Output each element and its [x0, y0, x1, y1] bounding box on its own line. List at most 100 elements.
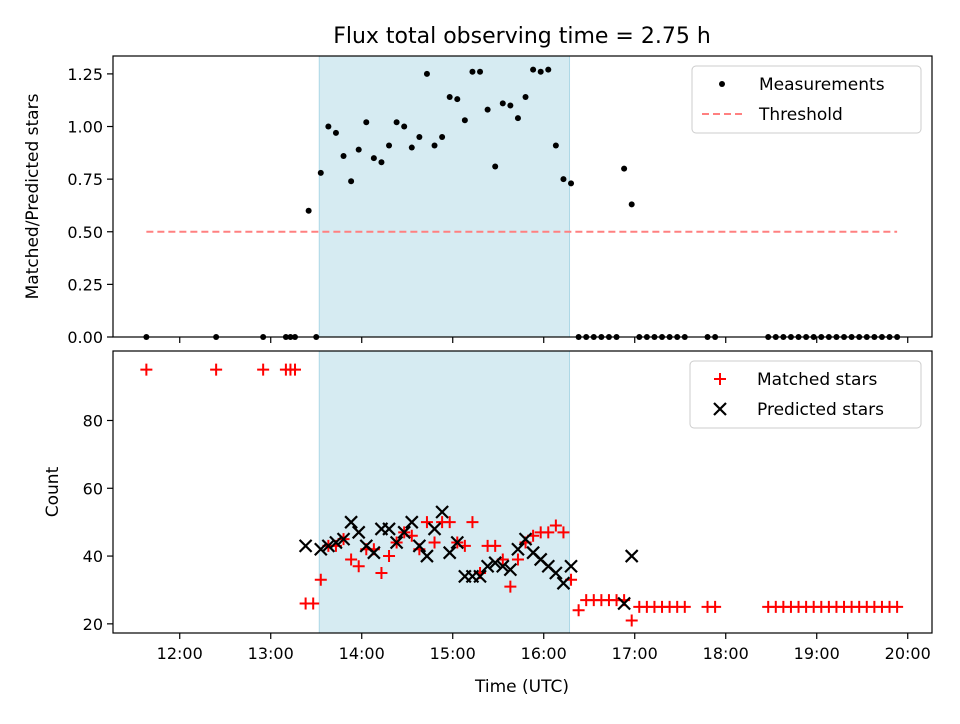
measurement-point	[621, 165, 628, 172]
y-tick-label: 40	[83, 547, 103, 566]
x-tick-label: 18:00	[703, 644, 749, 663]
predicted-star-point	[503, 562, 518, 577]
predicted-star-point	[496, 559, 510, 574]
measurement-point	[492, 163, 499, 170]
x-tick-label: 20:00	[885, 644, 931, 663]
legend-swatch-matched	[714, 373, 726, 385]
matched-star-point	[542, 526, 555, 539]
y-tick-label: 0.00	[67, 328, 103, 347]
matched-star-point	[709, 600, 722, 613]
plot-panel-1: 0.00 0.25 0.50 0.75 1.00 1.25 Matched/Predicte…	[23, 55, 933, 347]
matched-star-point	[557, 526, 570, 539]
measurement-point	[461, 117, 468, 124]
measurement-point	[469, 68, 476, 75]
y-tick-label: 1.00	[67, 118, 103, 137]
predicted-star-point	[344, 515, 358, 529]
x-tick-label: 19:00	[794, 644, 840, 663]
measurement-point	[423, 70, 430, 77]
predicted-star-point	[564, 559, 578, 574]
predicted-star-point	[549, 566, 563, 580]
measurement-point	[446, 94, 453, 101]
measurement-point	[545, 66, 552, 73]
matched-star-point	[891, 600, 904, 613]
measurement-point	[401, 123, 408, 130]
measurement-point	[628, 201, 635, 208]
predicted-star-point	[511, 542, 525, 557]
predicted-star-point	[298, 539, 313, 553]
matched-star-point	[466, 516, 479, 529]
measurement-point	[514, 115, 521, 122]
y-tick-label: 80	[83, 411, 103, 430]
x-tick-label: 16:00	[521, 644, 567, 663]
measurement-point	[537, 68, 544, 75]
legend-label: Predicted stars	[757, 400, 884, 420]
measurement-point	[332, 129, 339, 136]
matched-star-point	[489, 539, 502, 552]
legend-box	[691, 65, 922, 134]
y-tick-label: 60	[83, 479, 103, 498]
measurement-point	[507, 102, 514, 109]
predicted-star-point	[624, 549, 639, 563]
measurement-point	[439, 134, 446, 141]
y-axis-label: Matched/Predicted stars	[23, 93, 43, 299]
matched-star-point	[625, 614, 638, 627]
measurement-point	[530, 66, 537, 73]
axes-frame	[112, 55, 933, 338]
predicted-star-point	[336, 532, 351, 546]
matched-star-point	[511, 553, 524, 566]
matched-star-point	[345, 553, 358, 566]
y-tick-label: 20	[83, 615, 103, 634]
legend-swatch-predicted	[713, 402, 727, 416]
legend-swatch-measurements	[719, 81, 725, 87]
predicted-star-point	[405, 515, 419, 529]
measurement-point	[568, 180, 575, 187]
measurement-point	[454, 96, 461, 103]
measurement-point	[355, 146, 362, 153]
y-axis-label: Count	[43, 466, 63, 517]
predicted-star-point	[314, 542, 328, 557]
x-tick-label: 15:00	[430, 644, 476, 663]
predicted-star-point	[382, 522, 396, 536]
matched-star-point	[549, 519, 562, 532]
matched-star-point	[140, 363, 153, 376]
observation-span	[318, 55, 571, 338]
measurement-point	[499, 100, 506, 107]
matched-star-point	[307, 597, 320, 610]
measurement-point	[431, 142, 438, 149]
legend: Measurements Threshold	[691, 65, 922, 134]
y-tick-label: 0.50	[67, 223, 103, 242]
predicted-star-point	[367, 545, 381, 560]
predicted-star-point	[480, 559, 495, 574]
predicted-star-point	[488, 556, 502, 570]
legend-label: Threshold	[758, 105, 843, 125]
matched-star-point	[289, 363, 301, 376]
predicted-star-point	[427, 522, 442, 536]
measurement-point	[325, 123, 332, 130]
x-tick-label: 13:00	[248, 644, 294, 663]
predicted-star-point	[473, 569, 487, 584]
legend-label: Matched stars	[757, 370, 877, 390]
matched-star-point	[257, 363, 270, 376]
predicted-star-point	[556, 576, 571, 590]
observation-span	[318, 350, 571, 634]
matched-star-point	[428, 536, 441, 549]
predicted-star-point	[442, 545, 457, 560]
matched-star-point	[383, 550, 396, 563]
matched-star-point	[210, 363, 223, 376]
legend-label: Measurements	[759, 75, 885, 95]
measurement-point	[393, 119, 400, 126]
x-tick-label: 12:00	[157, 644, 203, 663]
axes-frame	[112, 350, 933, 634]
matched-star-point	[375, 567, 388, 580]
measurement-point	[560, 176, 567, 183]
measurement-point	[340, 152, 347, 159]
predicted-star-point	[397, 525, 411, 540]
matched-star-point	[443, 516, 456, 529]
predicted-star-point	[518, 532, 533, 546]
matched-star-point	[314, 573, 327, 586]
measurement-point	[370, 155, 377, 162]
y-tick-label: 0.25	[67, 275, 103, 294]
measurement-point	[484, 106, 491, 113]
predicted-star-point	[329, 535, 343, 550]
